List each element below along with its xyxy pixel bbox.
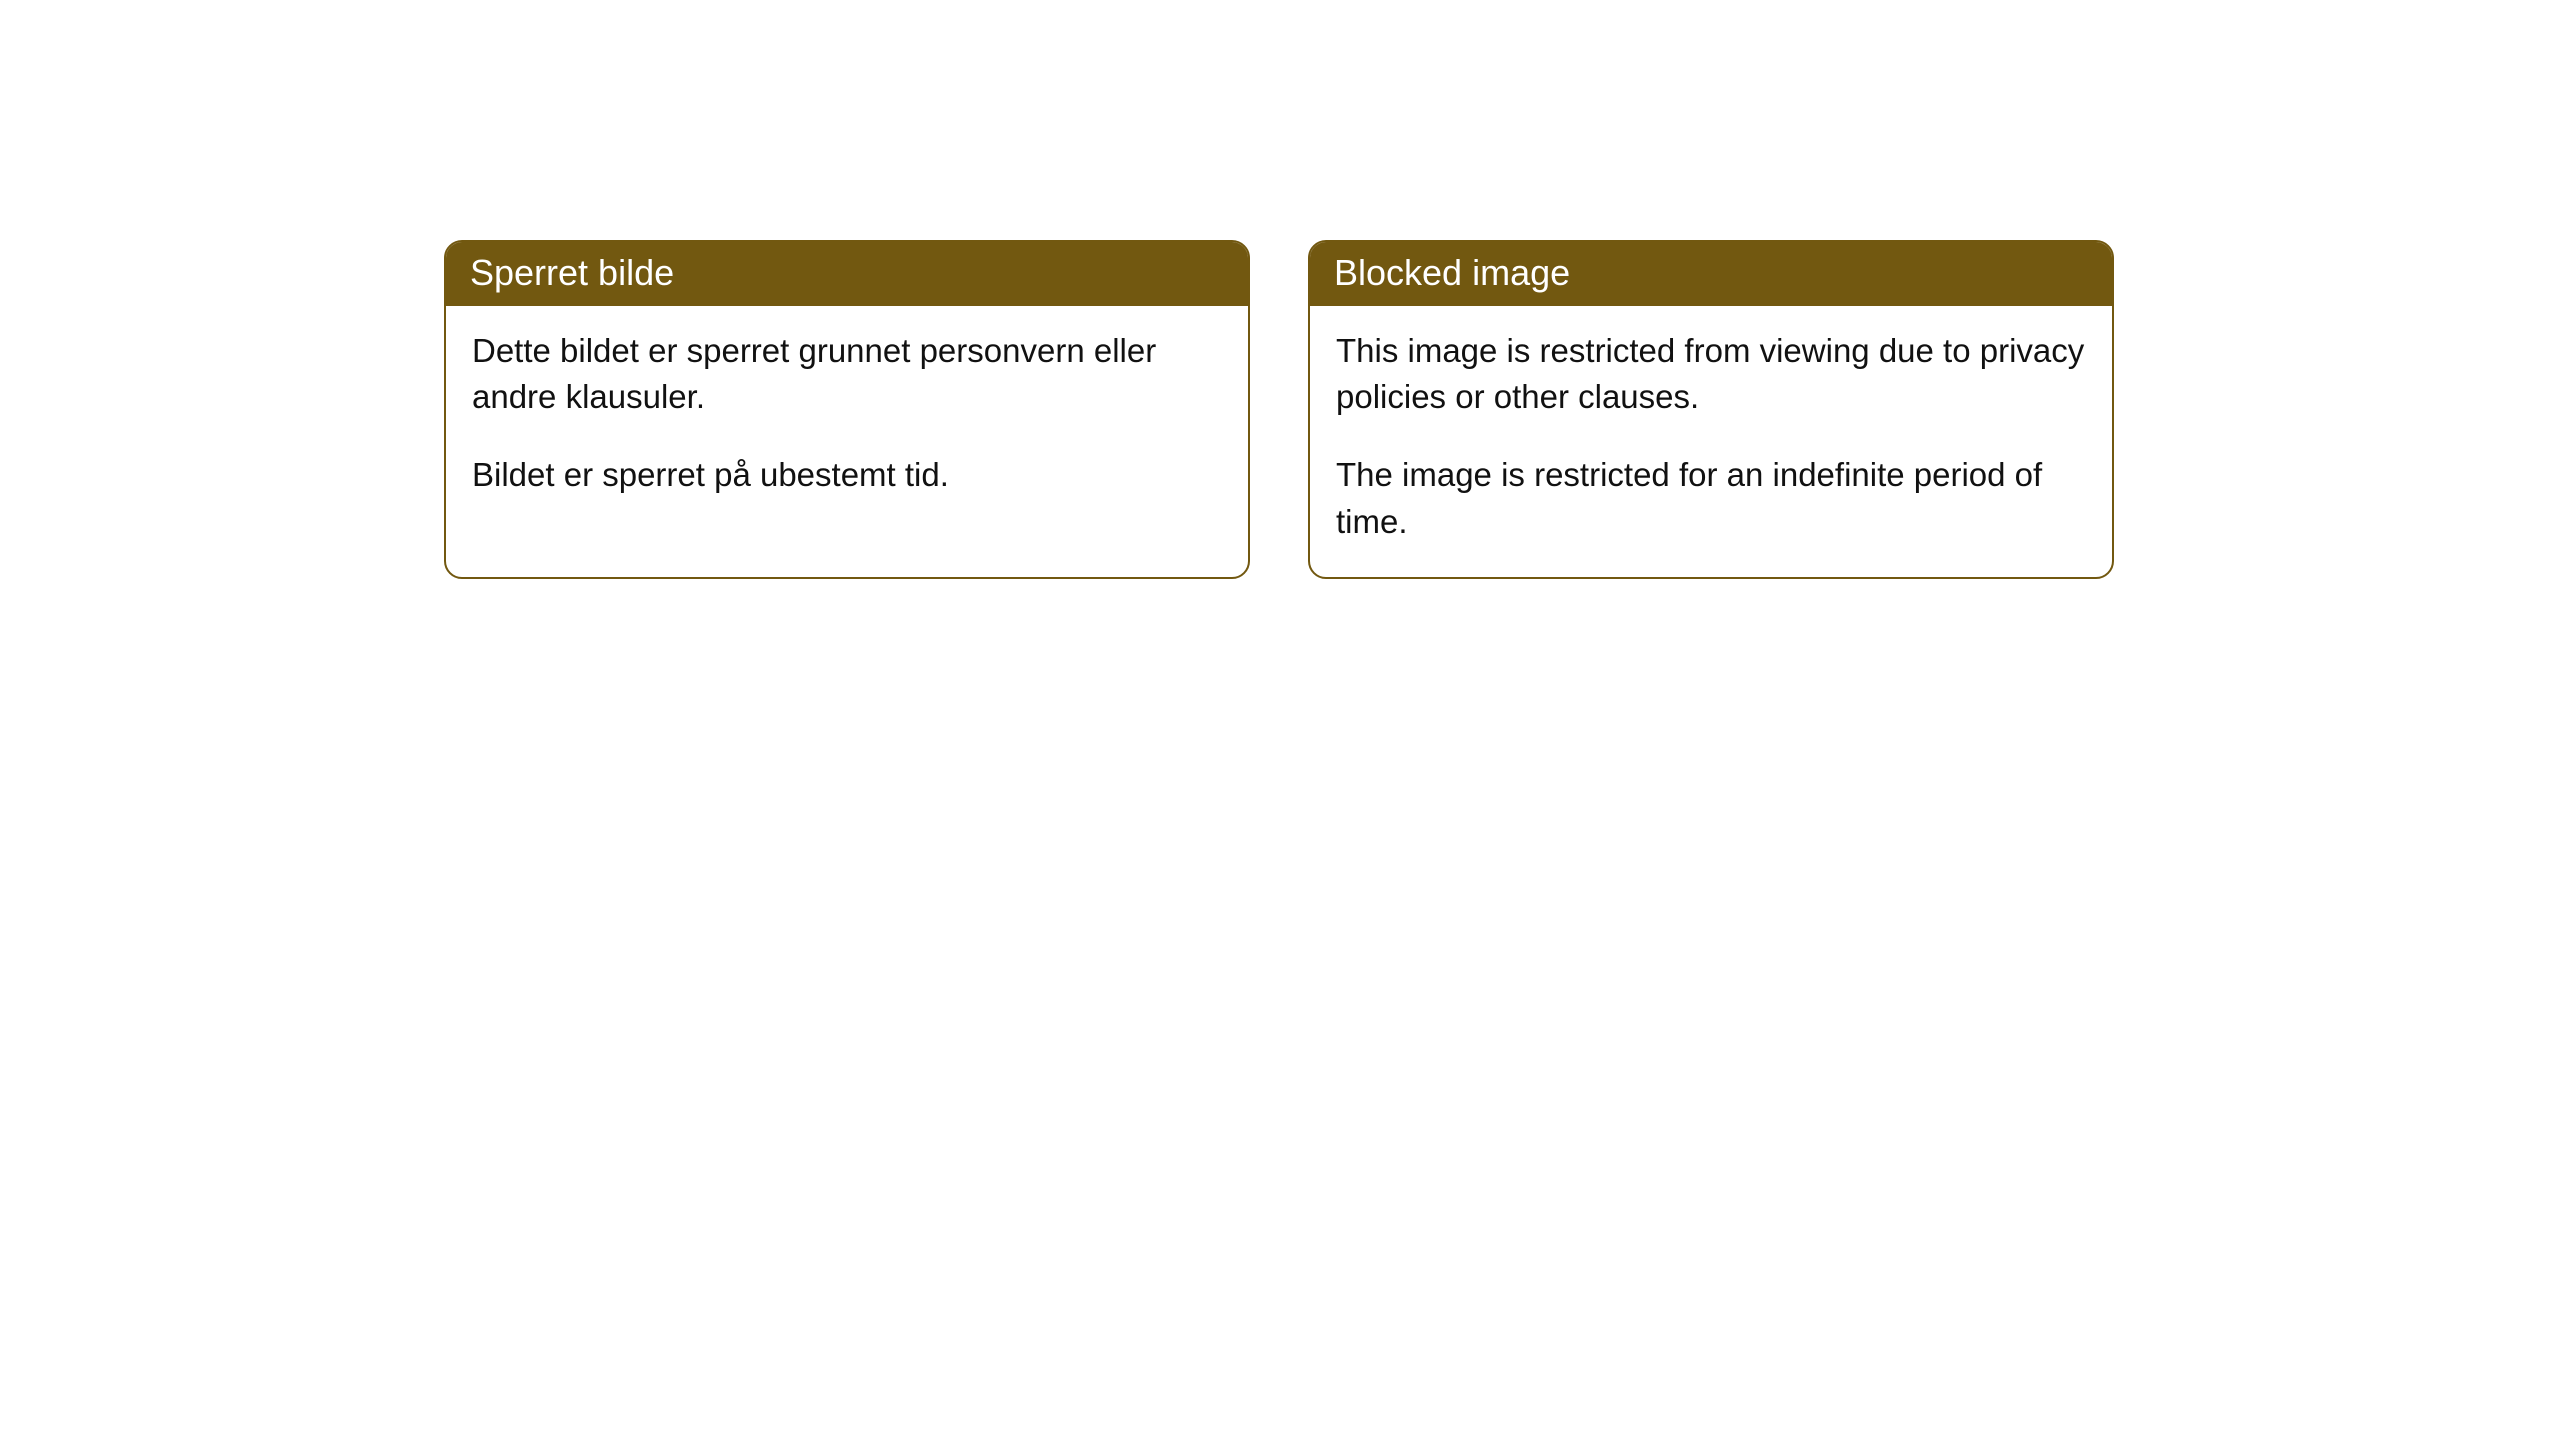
card-title: Sperret bilde [470,252,674,293]
notice-card-english: Blocked image This image is restricted f… [1308,240,2114,579]
card-header: Sperret bilde [446,242,1248,306]
card-paragraph: Bildet er sperret på ubestemt tid. [472,452,1222,498]
notice-cards-container: Sperret bilde Dette bildet er sperret gr… [444,240,2560,579]
card-header: Blocked image [1310,242,2112,306]
card-paragraph: Dette bildet er sperret grunnet personve… [472,328,1222,420]
card-title: Blocked image [1334,252,1570,293]
card-body: This image is restricted from viewing du… [1310,306,2112,577]
notice-card-norwegian: Sperret bilde Dette bildet er sperret gr… [444,240,1250,579]
card-body: Dette bildet er sperret grunnet personve… [446,306,1248,531]
card-paragraph: The image is restricted for an indefinit… [1336,452,2086,544]
card-paragraph: This image is restricted from viewing du… [1336,328,2086,420]
